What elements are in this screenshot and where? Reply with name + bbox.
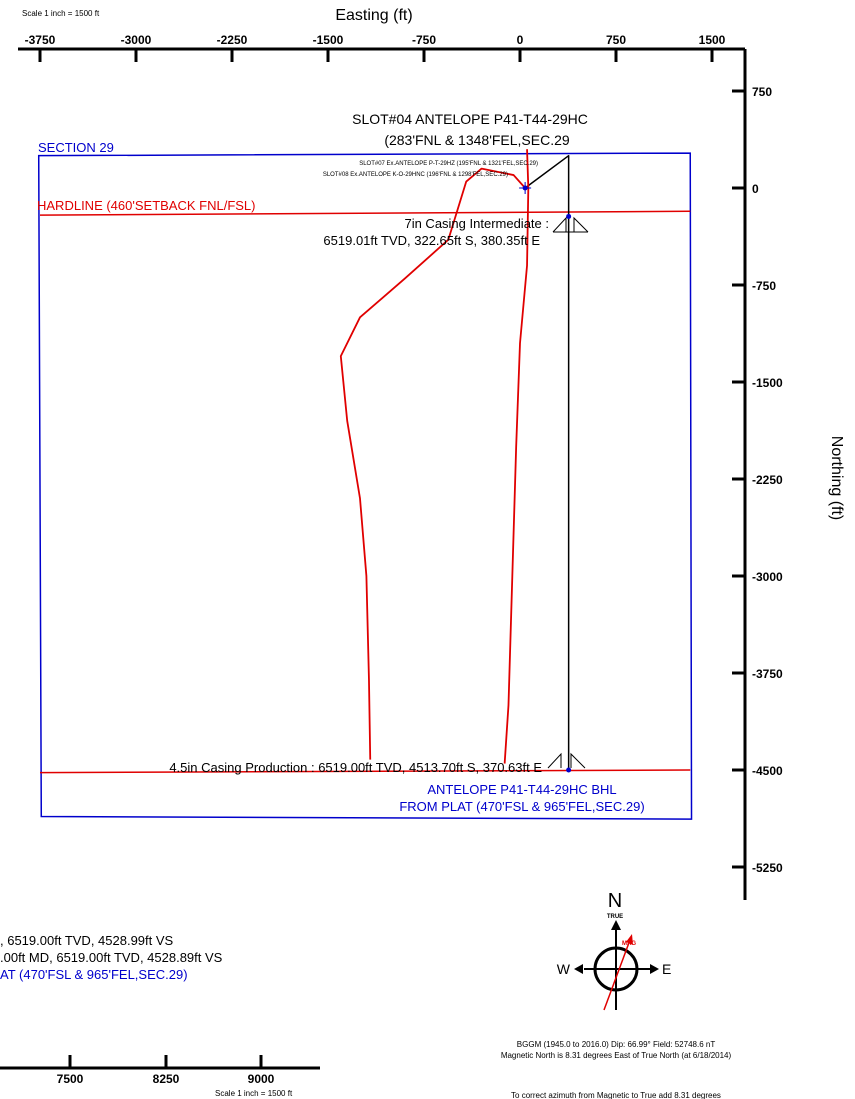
well-path-2 — [339, 167, 526, 760]
bhl-marker — [566, 767, 572, 773]
x-tick-label-4: -750 — [412, 33, 436, 47]
section-label: SECTION 29 — [38, 140, 114, 155]
casing-int-point — [566, 213, 572, 219]
slot-title: SLOT#04 ANTELOPE P41-T44-29HC — [352, 111, 588, 127]
casing-int-line1: 7in Casing Intermediate : — [404, 216, 549, 231]
slot08-label: SLOT#08 Ex.ANTELOPE K-O-29HNC (196'FNL &… — [323, 172, 508, 178]
mag-info-1: BGGM (1945.0 to 2016.0) Dip: 66.99° Fiel… — [517, 1040, 716, 1049]
x-tick-label-2: -2250 — [217, 33, 248, 47]
hardline-label: HARDLINE (460'SETBACK FNL/FSL) — [37, 198, 256, 213]
y-tick-label-6: -3750 — [752, 667, 783, 681]
mag-info-2: Magnetic North is 8.31 degrees East of T… — [501, 1051, 732, 1060]
scale-note-bottom: Scale 1 inch = 1500 ft — [215, 1089, 293, 1098]
y-tick-label-1: 0 — [752, 182, 759, 196]
casing-int-marker — [552, 216, 589, 233]
north-arrow-icon: N TRUE MAG W E — [557, 890, 671, 1011]
x-axis-label: Easting (ft) — [335, 7, 412, 24]
scale-note-top: Scale 1 inch = 1500 ft — [22, 9, 100, 18]
y-tick-label-2: -750 — [752, 279, 776, 293]
casing-int-line2: 6519.01ft TVD, 322.65ft S, 380.35ft E — [323, 233, 540, 248]
section-29-boundary — [37, 152, 693, 820]
lower-note-3: AT (470'FSL & 965'FEL,SEC.29) — [0, 967, 188, 982]
well-path-1 — [503, 149, 530, 764]
x-tick-label-7: 1500 — [699, 33, 726, 47]
y-tick-label-8: -5250 — [752, 861, 783, 875]
lower-note-2: .00ft MD, 6519.00ft TVD, 4528.89ft VS — [0, 950, 223, 965]
bhl-line2: FROM PLAT (470'FSL & 965'FEL,SEC.29) — [399, 799, 644, 814]
y-tick-label-5: -3000 — [752, 570, 783, 584]
x-tick-label-6: 750 — [606, 33, 626, 47]
bottom-tick-label-2: 9000 — [248, 1072, 275, 1086]
bottom-tick-label-0: 7500 — [57, 1072, 84, 1086]
north-true-label: TRUE — [607, 914, 623, 920]
bottom-tick-label-1: 8250 — [153, 1072, 180, 1086]
east-label: E — [662, 961, 671, 977]
north-mag-label: MAG — [622, 941, 636, 947]
west-label: W — [557, 961, 571, 977]
y-tick-label-4: -2250 — [752, 473, 783, 487]
x-tick-label-5: 0 — [517, 33, 524, 47]
mag-info-3: To correct azimuth from Magnetic to True… — [511, 1091, 721, 1099]
x-tick-label-1: -3000 — [121, 33, 152, 47]
slot-subtitle: (283'FNL & 1348'FEL,SEC.29 — [384, 132, 570, 148]
well-path-0 — [524, 154, 570, 770]
north-n-label: N — [608, 890, 622, 912]
casing-prod-marker — [547, 752, 586, 769]
casing-prod-label: 4.5in Casing Production : 6519.00ft TVD,… — [169, 760, 542, 775]
hardline-1 — [39, 769, 691, 774]
y-tick-label-0: 750 — [752, 85, 772, 99]
bhl-line1: ANTELOPE P41-T44-29HC BHL — [427, 782, 616, 797]
y-tick-label-3: -1500 — [752, 376, 783, 390]
y-axis-label: Northing (ft) — [828, 436, 845, 520]
slot07-label: SLOT#07 Ex.ANTELOPE P-T-29HZ (195'FNL & … — [359, 161, 538, 167]
hardline-0 — [39, 210, 691, 216]
y-tick-label-7: -4500 — [752, 764, 783, 778]
x-tick-label-3: -1500 — [313, 33, 344, 47]
lower-note-1: , 6519.00ft TVD, 4528.99ft VS — [0, 933, 174, 948]
x-tick-label-0: -3750 — [25, 33, 56, 47]
